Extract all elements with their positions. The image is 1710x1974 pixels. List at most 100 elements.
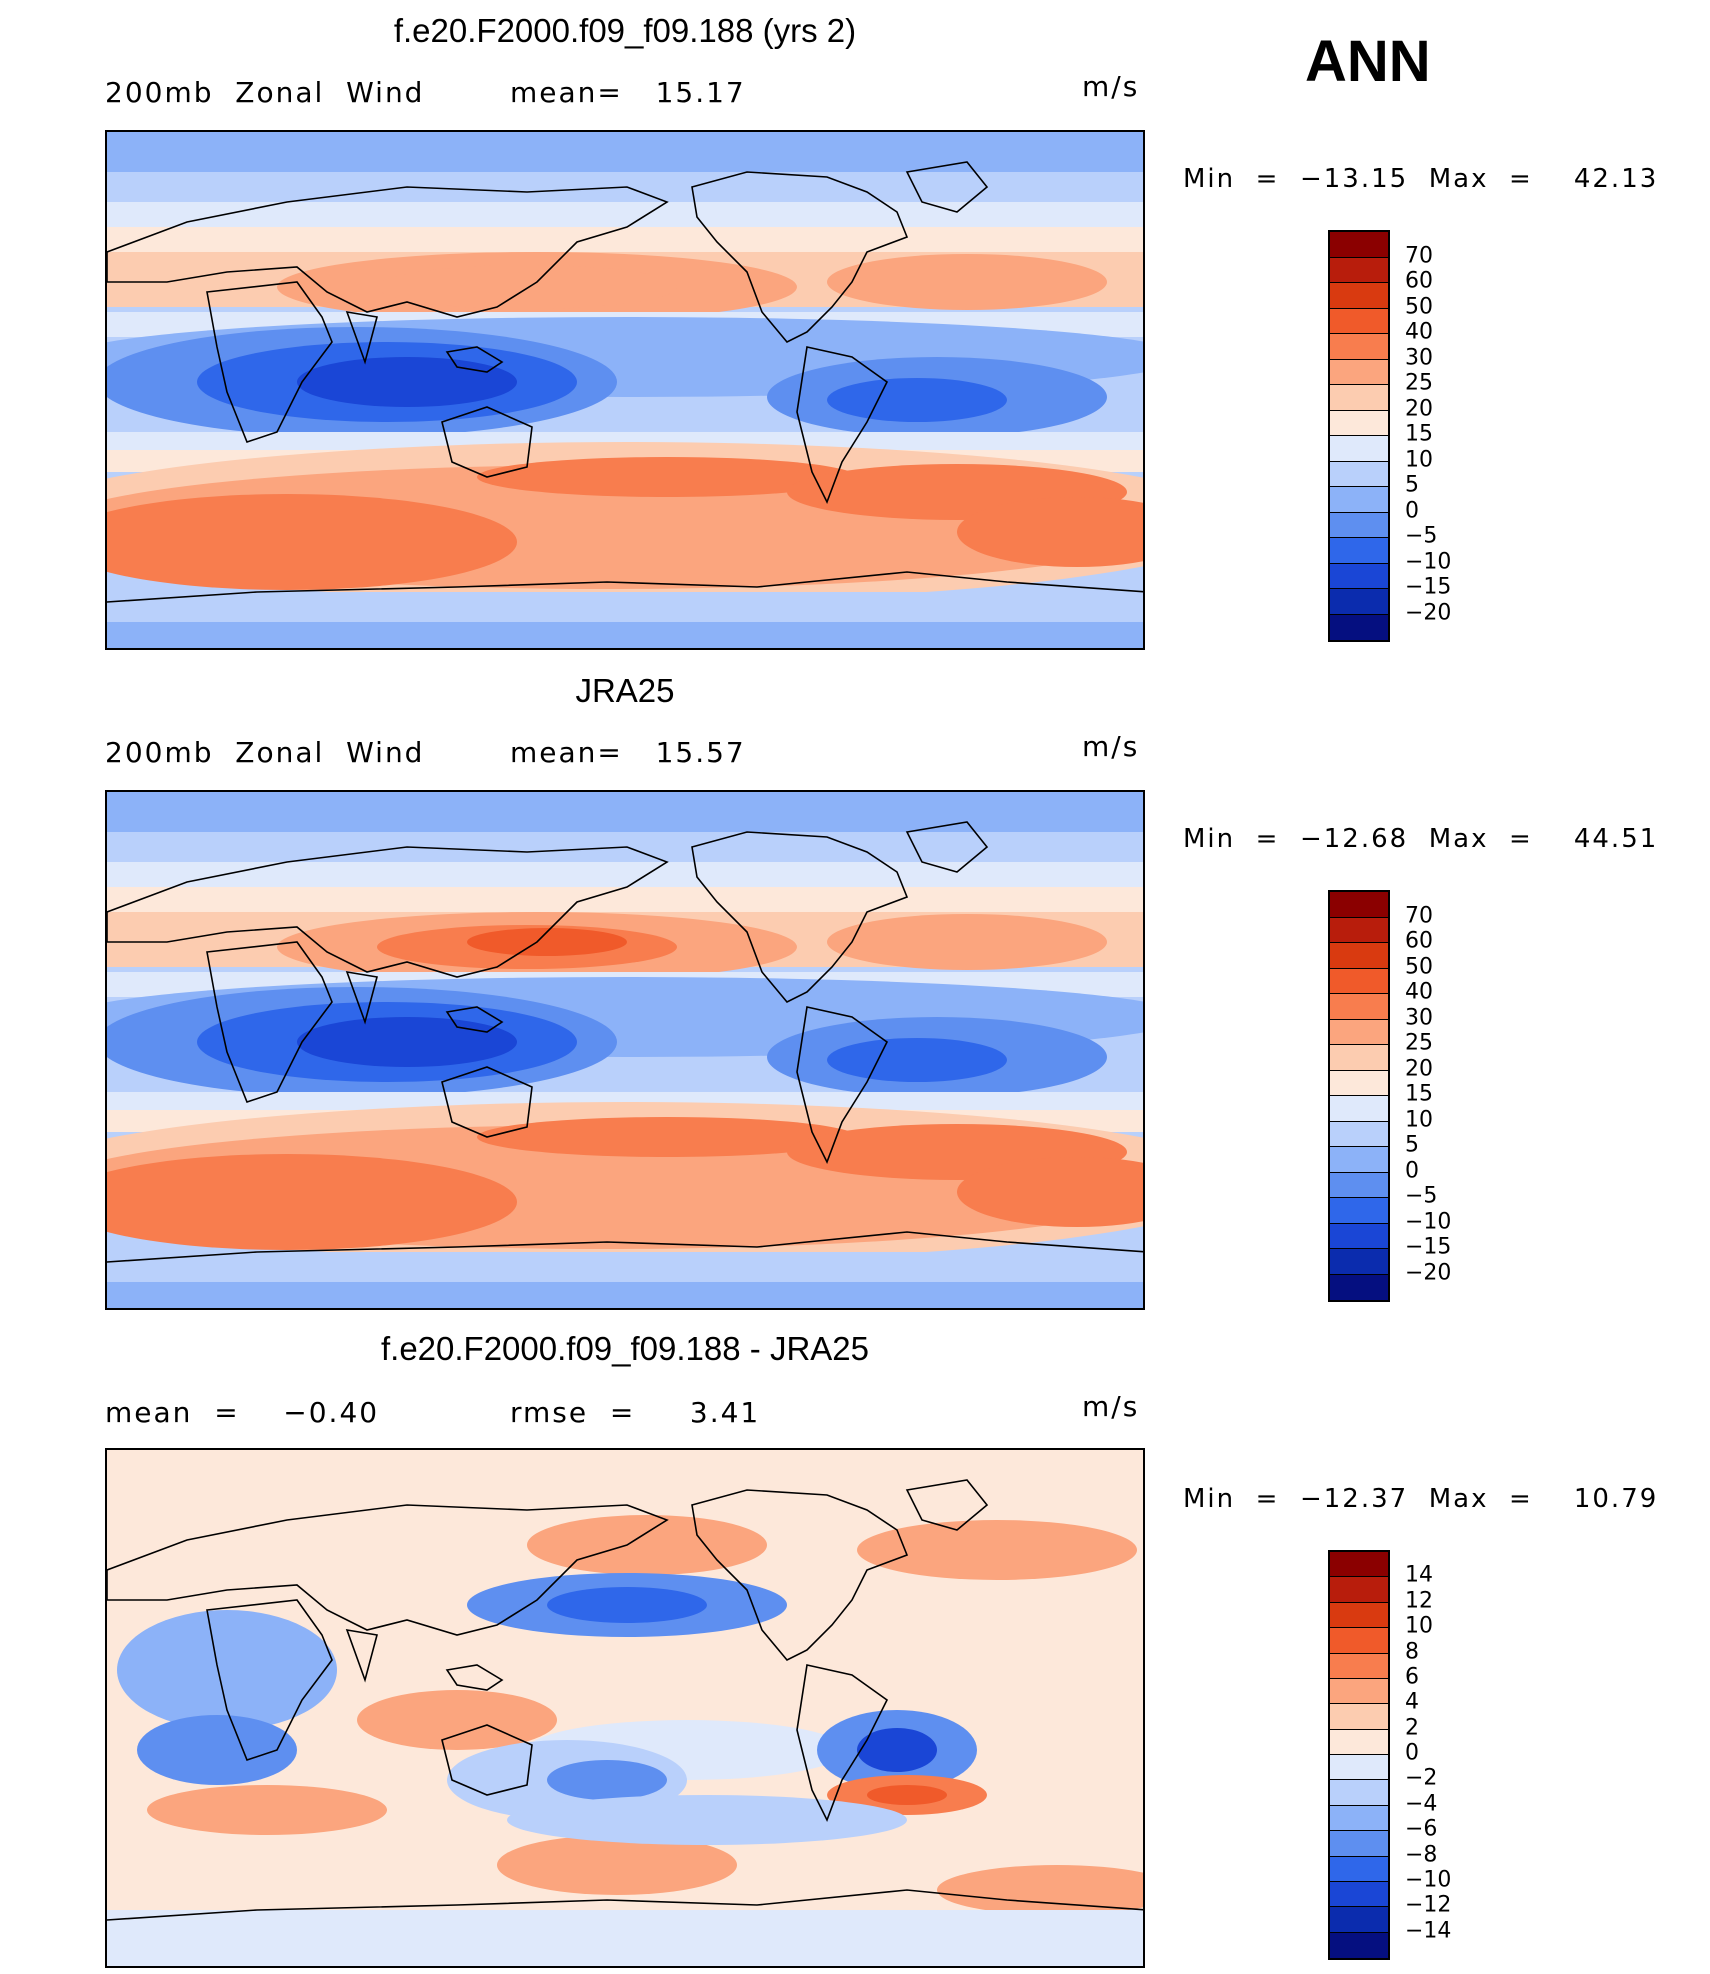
colorbar-swatch [1330,385,1388,411]
colorbar-tick-label: 0 [1405,1158,1419,1183]
panel-3-colorbar [1328,1550,1390,1960]
colorbar-tick-label: −20 [1405,600,1452,625]
colorbar-swatch [1330,614,1388,640]
panel-2-variable-label: 200mb Zonal Wind [105,736,425,769]
season-label: ANN [1305,29,1431,94]
colorbar-tick-label: 30 [1405,1005,1433,1030]
colorbar-swatch [1330,334,1388,360]
colorbar-tick-label: 6 [1405,1664,1419,1690]
colorbar-tick-label: −15 [1405,574,1452,600]
panel-3-map [105,1448,1145,1968]
colorbar-swatch [1330,1907,1388,1933]
colorbar-swatch [1330,1755,1388,1781]
colorbar-swatch [1330,1274,1388,1300]
panel-3-mean-label: mean = −0.40 [105,1396,380,1429]
panel-2-colorbar [1328,890,1390,1302]
colorbar-swatch [1330,968,1388,994]
colorbar-tick-label: 70 [1405,243,1433,268]
colorbar-swatch [1330,538,1388,564]
colorbar-tick-label: 70 [1405,903,1433,928]
colorbar-tick-label: 10 [1405,1107,1433,1132]
colorbar-swatch [1330,1223,1388,1249]
panel-1-variable-label: 200mb Zonal Wind [105,76,425,109]
colorbar-tick-label: 60 [1405,268,1433,294]
colorbar-swatch [1330,1831,1388,1857]
colorbar-swatch [1330,512,1388,538]
colorbar-tick-label: 5 [1405,1132,1419,1158]
colorbar-tick-label: −6 [1405,1816,1438,1842]
panel-2-units-label: m/s [1082,730,1140,763]
panel-1-units-label: m/s [1082,70,1140,103]
colorbar-swatch [1330,1932,1388,1958]
colorbar-swatch [1330,1805,1388,1832]
colorbar-swatch [1330,308,1388,334]
colorbar-tick-label: −10 [1405,549,1452,574]
colorbar-tick-label: −15 [1405,1234,1452,1260]
panel-1-minmax: Min = −13.15 Max = 42.13 [1183,164,1659,194]
colorbar-tick-label: 2 [1405,1715,1419,1741]
colorbar-swatch [1330,1780,1388,1806]
colorbar-tick-label: 12 [1405,1588,1433,1614]
colorbar-swatch [1330,1198,1388,1224]
colorbar-swatch [1330,461,1388,487]
colorbar-swatch [1330,1881,1388,1908]
colorbar-tick-label: 60 [1405,928,1433,954]
colorbar-tick-label: −2 [1405,1765,1438,1791]
colorbar-tick-label: 30 [1405,345,1433,370]
colorbar-swatch [1330,1121,1388,1147]
colorbar-tick-label: 0 [1405,1740,1419,1766]
colorbar-tick-label: −5 [1405,523,1438,549]
colorbar-swatch [1330,283,1388,309]
colorbar-swatch [1330,1577,1388,1603]
colorbar-swatch [1330,943,1388,969]
colorbar-tick-label: 15 [1405,421,1433,447]
colorbar-swatch [1330,1019,1388,1045]
colorbar-tick-label: −20 [1405,1260,1452,1285]
colorbar-swatch [1330,892,1388,918]
colorbar-tick-label: 4 [1405,1689,1419,1715]
colorbar-swatch [1330,1704,1388,1730]
panel-1-colorbar [1328,230,1390,642]
colorbar-tick-label: 0 [1405,498,1419,523]
colorbar-swatch [1330,917,1388,943]
colorbar-tick-label: −10 [1405,1867,1452,1893]
panel-2-minmax: Min = −12.68 Max = 44.51 [1183,824,1659,854]
colorbar-swatch [1330,1678,1388,1705]
colorbar-tick-label: 14 [1405,1562,1433,1588]
panel-1-map [105,130,1145,650]
colorbar-tick-label: 10 [1405,447,1433,472]
colorbar-tick-label: 10 [1405,1613,1433,1639]
panel-2-title: JRA25 [575,672,675,709]
colorbar-swatch [1330,1653,1388,1679]
colorbar-tick-label: −4 [1405,1791,1438,1817]
colorbar-tick-label: 25 [1405,370,1433,396]
panel-2-map [105,790,1145,1310]
colorbar-swatch [1330,257,1388,283]
colorbar-swatch [1330,487,1388,513]
panel-3-rmse-label: rmse = 3.41 [510,1396,761,1429]
panel-1-mean-label: mean= 15.17 [510,76,746,109]
colorbar-tick-label: 20 [1405,396,1433,421]
panel-3-minmax: Min = −12.37 Max = 10.79 [1183,1484,1659,1514]
colorbar-swatch [1330,1552,1388,1578]
colorbar-swatch [1330,1249,1388,1275]
colorbar-swatch [1330,1628,1388,1654]
colorbar-swatch [1330,994,1388,1020]
panel-3-units-label: m/s [1082,1390,1140,1423]
colorbar-swatch [1330,359,1388,385]
colorbar-tick-label: 25 [1405,1030,1433,1056]
colorbar-tick-label: −12 [1405,1892,1452,1918]
colorbar-swatch [1330,1729,1388,1755]
colorbar-tick-label: −10 [1405,1209,1452,1234]
colorbar-swatch [1330,1045,1388,1071]
colorbar-swatch [1330,410,1388,436]
colorbar-swatch [1330,589,1388,615]
colorbar-tick-label: 5 [1405,472,1419,498]
colorbar-tick-label: 20 [1405,1056,1433,1081]
colorbar-swatch [1330,563,1388,589]
colorbar-tick-label: −14 [1405,1918,1452,1944]
colorbar-tick-label: −5 [1405,1183,1438,1209]
colorbar-swatch [1330,1070,1388,1096]
colorbar-swatch [1330,1856,1388,1882]
colorbar-swatch [1330,436,1388,462]
